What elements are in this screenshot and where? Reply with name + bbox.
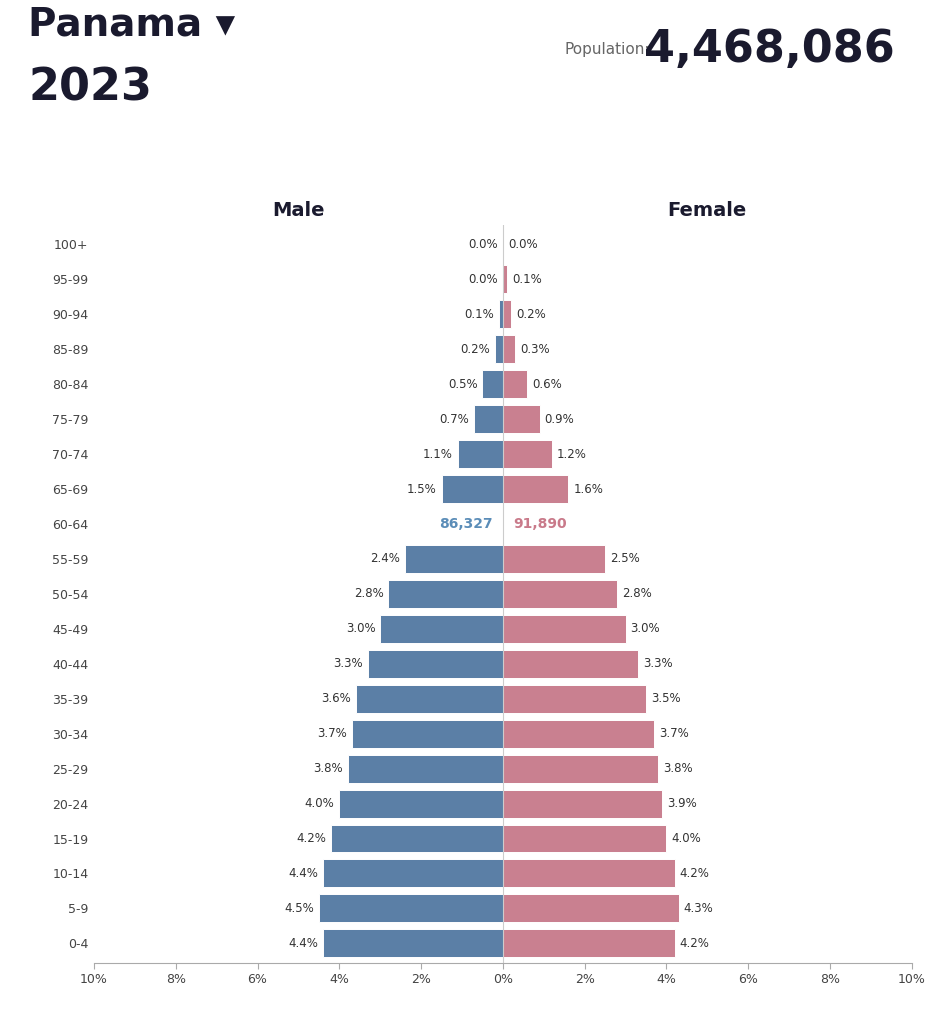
Text: 0.1%: 0.1% [464,308,494,321]
Text: 4.0%: 4.0% [671,833,701,845]
Text: 86,327: 86,327 [439,517,493,531]
Bar [503,406,540,433]
Bar [503,720,654,748]
Text: 4.3%: 4.3% [683,902,713,914]
Bar [503,824,666,853]
Text: 1.2%: 1.2% [556,447,587,461]
Bar [319,894,503,923]
Bar [323,930,503,957]
Text: 1.1%: 1.1% [423,447,453,461]
Text: 4.5%: 4.5% [284,902,314,914]
Bar [503,335,515,364]
Text: 4,468,086: 4,468,086 [644,28,895,71]
Bar [503,371,527,398]
Text: 3.0%: 3.0% [631,623,660,635]
Bar [503,300,511,329]
Text: 4.4%: 4.4% [289,867,318,880]
Text: 0.1%: 0.1% [512,273,541,286]
Bar [380,614,503,643]
Text: 0.2%: 0.2% [460,343,490,355]
Text: Panama ▾: Panama ▾ [28,5,235,43]
Text: 3.3%: 3.3% [334,657,363,671]
Bar [503,859,675,888]
Bar [352,720,503,748]
Text: 3.8%: 3.8% [313,762,342,775]
Bar [503,614,626,643]
Text: 2023: 2023 [28,67,152,110]
Text: 2.5%: 2.5% [610,553,640,565]
Text: 3.0%: 3.0% [346,623,375,635]
Bar [503,650,638,678]
Bar [388,580,503,608]
Bar [503,475,569,503]
Text: 1.5%: 1.5% [407,482,437,496]
Bar [458,440,503,468]
Text: 4.0%: 4.0% [305,797,335,810]
Bar [499,300,503,329]
Bar [503,685,646,713]
Text: 0.0%: 0.0% [468,238,498,251]
Bar [355,685,503,713]
Text: 3.8%: 3.8% [664,762,693,775]
Text: 3.7%: 3.7% [659,727,689,740]
Text: 4.2%: 4.2% [680,937,710,950]
Bar [503,755,658,782]
Bar [405,545,503,573]
Text: 0.6%: 0.6% [532,378,562,391]
Text: 1.6%: 1.6% [573,482,603,496]
Bar [442,475,503,503]
Bar [503,930,675,957]
Text: 0.0%: 0.0% [468,273,498,286]
Bar [475,406,503,433]
Text: 0.5%: 0.5% [448,378,478,391]
Text: 0.2%: 0.2% [516,308,546,321]
Text: 4.4%: 4.4% [289,937,318,950]
Bar [503,894,679,923]
Text: 4.2%: 4.2% [296,833,326,845]
Text: 3.7%: 3.7% [317,727,347,740]
Text: 4.2%: 4.2% [680,867,710,880]
Text: Male: Male [273,201,324,220]
Bar [339,790,503,817]
Bar [323,859,503,888]
Text: 0.9%: 0.9% [544,413,574,426]
Text: 91,890: 91,890 [513,517,567,531]
Bar [331,824,503,853]
Bar [503,440,552,468]
Text: 2.8%: 2.8% [353,588,384,600]
Bar [368,650,503,678]
Bar [348,755,503,782]
Text: Population:: Population: [564,42,650,56]
Bar [503,545,605,573]
Text: 3.9%: 3.9% [667,797,697,810]
Text: Female: Female [667,201,747,220]
Text: 2.8%: 2.8% [622,588,652,600]
Bar [503,265,507,294]
Bar [503,580,618,608]
Bar [482,371,503,398]
Bar [494,335,503,364]
Text: 2.4%: 2.4% [370,553,400,565]
Text: 0.0%: 0.0% [508,238,538,251]
Text: 0.7%: 0.7% [440,413,469,426]
Text: 3.6%: 3.6% [321,692,351,706]
Text: 3.5%: 3.5% [650,692,681,706]
Text: 3.3%: 3.3% [643,657,672,671]
Text: 0.3%: 0.3% [520,343,550,355]
Bar [503,790,663,817]
